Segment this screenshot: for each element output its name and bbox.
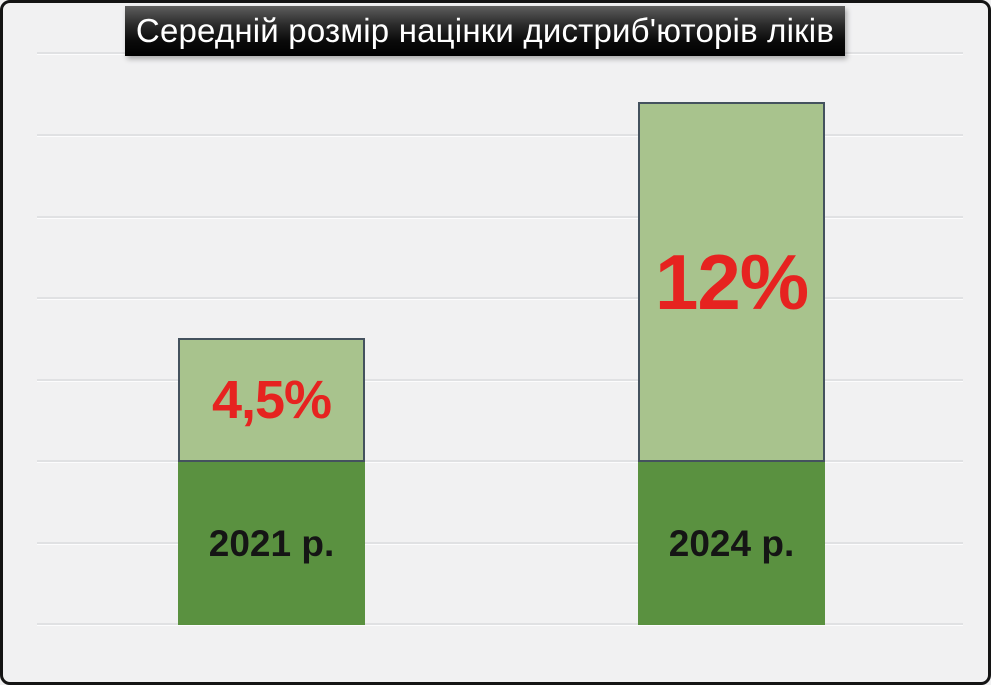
bar-2021-category-label: 2021 р.: [208, 522, 335, 564]
bar-2024-category-label: 2024 р.: [668, 522, 795, 564]
gridline: [37, 623, 963, 625]
gridline: [37, 216, 963, 218]
chart-title: Середній розмір націнки дистриб'юторів л…: [135, 12, 835, 49]
bar-2024-base-segment: 2024 р.: [638, 462, 825, 625]
bar-2021-value-segment: 4,5%: [178, 338, 365, 462]
bar-2021-value-label: 4,5%: [211, 370, 332, 430]
gridline: [37, 460, 963, 462]
gridline: [37, 379, 963, 381]
gridline: [37, 134, 963, 136]
bar-2024-value-label: 12%: [654, 237, 809, 326]
bar-2024-value-segment: 12%: [638, 102, 825, 462]
gridline: [37, 542, 963, 544]
chart-title-banner: Середній розмір націнки дистриб'юторів л…: [125, 6, 845, 56]
bar-2021-base-segment: 2021 р.: [178, 462, 365, 625]
gridline: [37, 297, 963, 299]
